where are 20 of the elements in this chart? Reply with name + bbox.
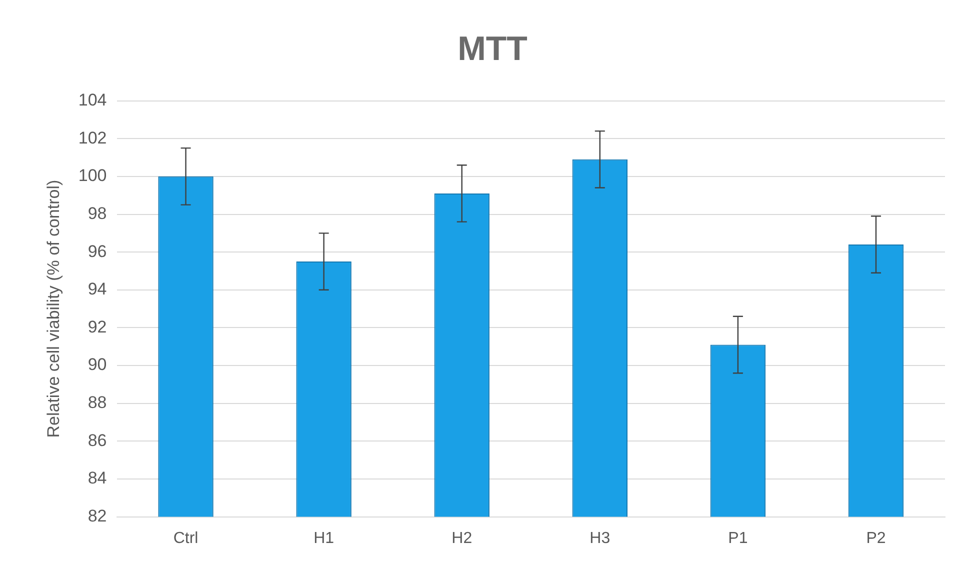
x-tick-label: Ctrl xyxy=(173,530,198,547)
chart-title: MTT xyxy=(458,30,528,68)
x-tick-label: P1 xyxy=(728,530,748,547)
x-tick-label: H2 xyxy=(452,530,472,547)
y-tick-label: 86 xyxy=(88,430,107,450)
y-tick-label: 92 xyxy=(88,317,107,336)
y-tick-label: 102 xyxy=(78,128,107,148)
y-tick-label: 100 xyxy=(78,166,107,186)
x-tick-label: P2 xyxy=(866,530,886,547)
y-axis-title: Relative cell viability (% of control) xyxy=(44,180,63,438)
x-tick-label: H3 xyxy=(590,530,610,547)
y-tick-label: 88 xyxy=(88,393,107,412)
y-tick-label: 90 xyxy=(88,355,107,374)
y-tick-label: 84 xyxy=(88,468,107,488)
y-tick-label: 98 xyxy=(88,204,107,223)
y-tick-label: 82 xyxy=(88,506,107,526)
y-tick-label: 104 xyxy=(78,90,107,110)
y-tick-label: 96 xyxy=(88,242,107,261)
y-tick-label: 94 xyxy=(88,280,107,299)
x-tick-label: H1 xyxy=(314,530,334,547)
